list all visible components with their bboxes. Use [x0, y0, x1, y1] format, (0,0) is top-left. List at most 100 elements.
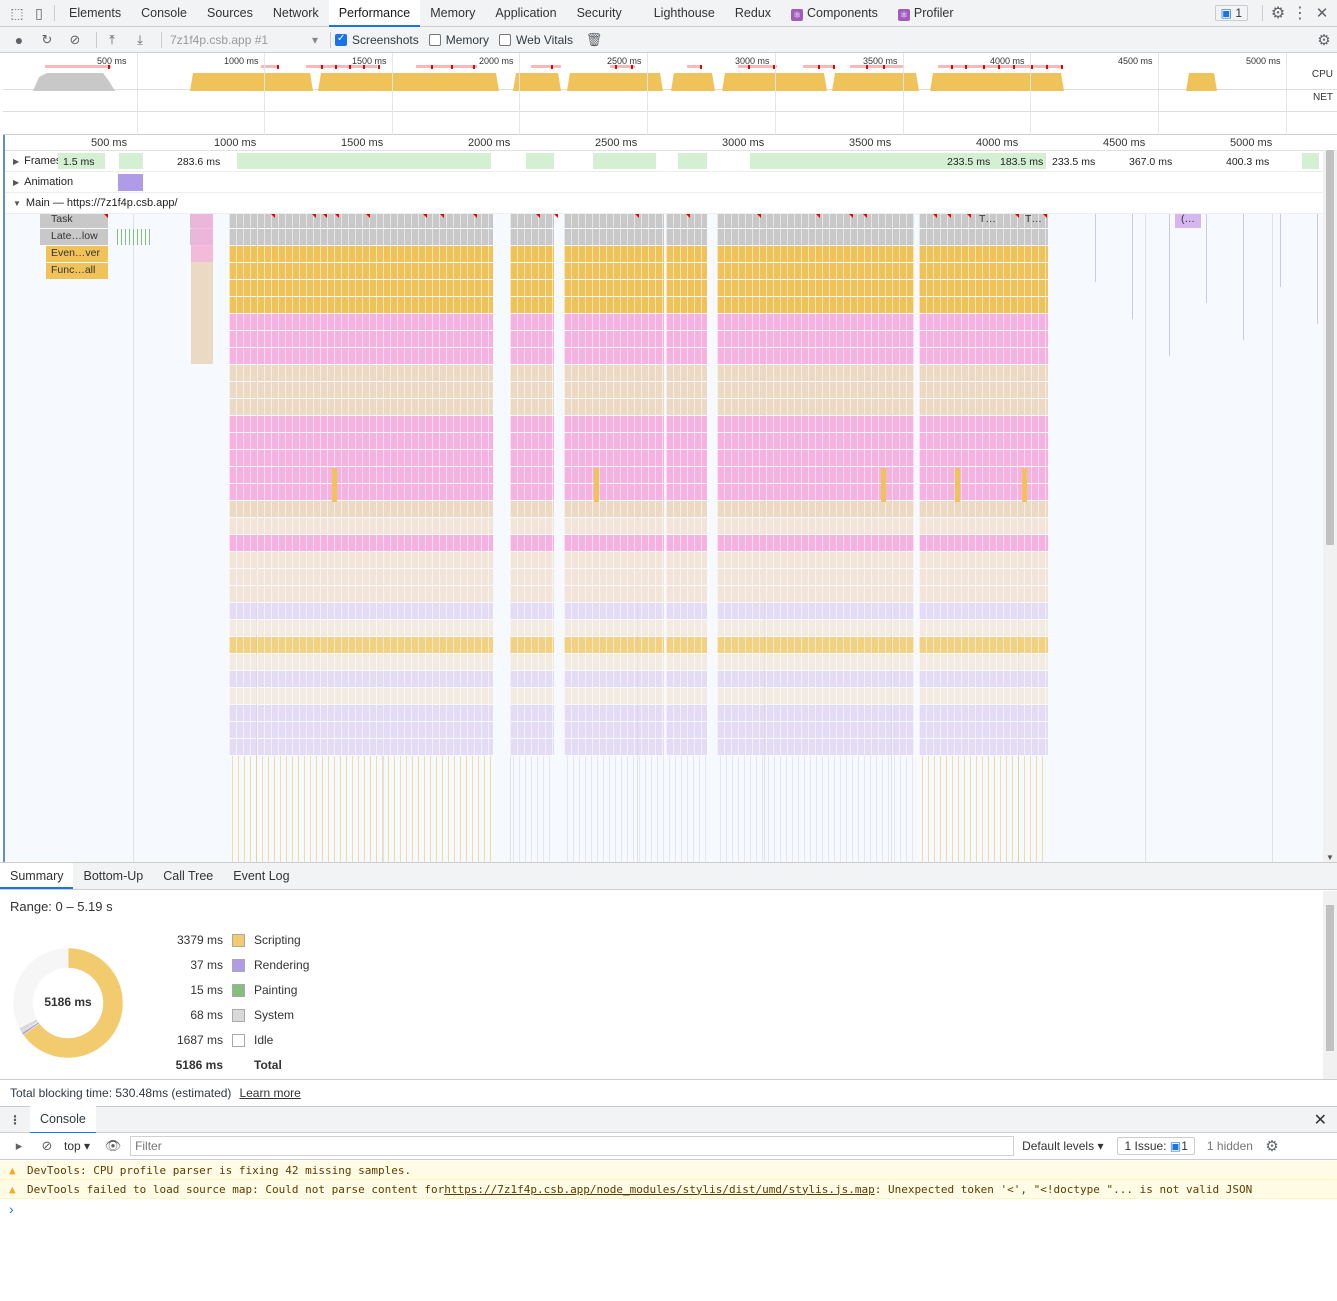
source-map-link[interactable]: https://7z1f4p.csb.app/node_modules/styl… — [444, 1182, 875, 1196]
flame-entry-label[interactable]: Task — [51, 213, 73, 225]
scroll-down-icon[interactable]: ▼ — [1326, 853, 1334, 862]
tab-console[interactable]: Console — [141, 5, 187, 20]
learn-more-link[interactable]: Learn more — [239, 1086, 301, 1100]
overview-tick: 1500 ms — [352, 56, 387, 66]
capture-settings-gear-icon[interactable]: ⚙ — [1317, 31, 1331, 49]
tab-elements[interactable]: Elements — [69, 5, 122, 20]
save-profile-icon[interactable]: ⤓ — [137, 31, 143, 47]
flame-entry-label[interactable]: Even…ver — [51, 247, 101, 259]
close-drawer-icon[interactable]: ✕ — [1313, 1112, 1327, 1129]
reload-record-icon[interactable]: ↻ — [41, 31, 53, 47]
legend-swatch — [232, 1008, 245, 1022]
flame-separator — [418, 212, 419, 756]
flame-separator — [634, 212, 635, 756]
tab-call-tree[interactable]: Call Tree — [163, 869, 214, 883]
tab-event-log[interactable]: Event Log — [233, 869, 290, 883]
collapse-triangle-icon[interactable]: ▼ — [13, 199, 21, 208]
flame-tail — [304, 756, 305, 862]
expand-triangle-icon[interactable]: ▶ — [13, 157, 20, 166]
load-profile-icon[interactable]: ⤒ — [109, 31, 115, 47]
log-levels-dropdown[interactable]: Default levels ▾ — [1022, 1139, 1103, 1153]
flame-tail — [834, 756, 835, 862]
drawer-menu-icon[interactable]: ⋮ — [9, 1112, 21, 1127]
screenshots-checkbox[interactable]: Screenshots — [335, 33, 419, 47]
flame-separator — [236, 212, 237, 756]
console-settings-gear-icon[interactable]: ⚙ — [1265, 1138, 1279, 1155]
flame-separator — [940, 212, 941, 756]
legend-swatch — [232, 1033, 245, 1047]
animation-bar[interactable] — [118, 174, 143, 191]
flame-separator — [687, 212, 688, 756]
flame-tail — [376, 756, 377, 862]
clear-icon[interactable]: ⊘ — [69, 31, 81, 47]
scrollbar-thumb[interactable] — [1326, 150, 1334, 545]
web-vitals-checkbox[interactable]: Web Vitals — [499, 33, 573, 47]
flame-entry-label[interactable]: T… — [1025, 213, 1042, 225]
context-selector[interactable]: top ▾ — [64, 1139, 90, 1153]
flame-separator — [299, 212, 300, 756]
flame-chart[interactable]: 500 ms 1000 ms 1500 ms 2000 ms 2500 ms 3000 m… — [3, 135, 1323, 862]
flame-block — [229, 314, 493, 330]
flame-tail — [888, 756, 889, 862]
tab-application[interactable]: Application — [495, 5, 557, 20]
flame-separator — [404, 212, 405, 756]
tab-redux[interactable]: Redux — [734, 5, 772, 20]
console-prompt-icon[interactable]: › — [9, 1201, 14, 1217]
flame-tail — [442, 756, 443, 862]
tab-network[interactable]: Network — [272, 5, 319, 20]
tab-memory[interactable]: Memory — [430, 5, 476, 20]
long-task-tick — [951, 65, 953, 69]
live-expression-eye-icon[interactable]: 👁 — [104, 1138, 122, 1153]
more-options-icon[interactable]: ⋮ — [1292, 5, 1308, 22]
flame-entry-label[interactable]: T… — [979, 213, 996, 225]
trash-icon[interactable]: 🗑 — [585, 31, 603, 47]
animation-track[interactable]: ▶ Animation — [5, 172, 1323, 193]
console-issues-button[interactable]: 1 Issue: ▣1 — [1117, 1137, 1195, 1155]
clear-console-icon[interactable]: ⊘ — [41, 1138, 53, 1153]
flame-separator — [864, 212, 865, 756]
flame-block — [666, 484, 707, 500]
drawer-tab-console[interactable]: Console — [30, 1105, 96, 1134]
flame-tail — [876, 756, 877, 862]
expand-triangle-icon[interactable]: ▶ — [13, 178, 20, 187]
flame-scrollbar[interactable]: ▼ — [1323, 150, 1337, 862]
tab-security[interactable]: Security — [576, 5, 622, 20]
main-track-header[interactable]: ▼ Main — https://7z1f4p.csb.app/ — [5, 193, 1323, 214]
tab-lighthouse[interactable]: Lighthouse — [653, 5, 715, 20]
flame-separator — [724, 212, 725, 756]
flame-tail — [364, 756, 365, 862]
memory-checkbox[interactable]: Memory — [428, 33, 489, 47]
flame-separator — [919, 212, 920, 756]
flame-block — [666, 722, 707, 738]
flame-entry-label[interactable]: Late…low — [51, 230, 98, 242]
tab-performance[interactable]: Performance — [328, 0, 421, 27]
issues-counter[interactable]: ▣ 1 — [1214, 5, 1248, 21]
settings-gear-icon[interactable]: ⚙ — [1270, 5, 1286, 22]
flame-entry-label[interactable]: Func…all — [51, 264, 96, 276]
scrollbar-thumb[interactable] — [1326, 905, 1334, 1051]
tab-bottom-up[interactable]: Bottom-Up — [83, 869, 144, 883]
tab-profiler[interactable]: ⚛ Profiler — [888, 0, 964, 27]
long-task-marker — [610, 65, 635, 68]
frames-track[interactable]: ▶ Frames 1.5 ms 283.6 ms 233.5 ms 183.5 ms 23… — [5, 151, 1323, 172]
flame-tail — [454, 756, 455, 862]
flame-tail — [609, 756, 610, 862]
tab-summary[interactable]: Summary — [0, 863, 74, 889]
recording-select[interactable]: 7z1f4p.csb.app #1 — [166, 33, 326, 47]
summary-scrollbar[interactable] — [1323, 891, 1337, 1079]
inspect-element-icon[interactable]: ⬚ — [10, 4, 24, 21]
close-devtools-icon[interactable]: ✕ — [1315, 5, 1329, 22]
paint-mark — [129, 229, 130, 245]
timeline-overview[interactable]: 500 ms 1000 ms 1500 ms 2000 ms 2500 ms 3000 m… — [3, 53, 1337, 135]
flame-block — [229, 433, 493, 449]
console-filter-input[interactable] — [130, 1136, 1015, 1156]
tab-components[interactable]: ⚛ Components — [781, 0, 888, 27]
device-toolbar-icon[interactable]: ▯ — [35, 4, 43, 21]
flame-block — [919, 229, 1048, 245]
flame-entry-label[interactable]: (… — [1181, 213, 1195, 225]
show-sidebar-icon[interactable]: ▸ — [15, 1138, 23, 1153]
record-icon[interactable]: ● — [14, 31, 24, 48]
flame-tail — [964, 756, 965, 862]
tab-sources[interactable]: Sources — [206, 5, 253, 20]
flame-separator — [411, 212, 412, 756]
